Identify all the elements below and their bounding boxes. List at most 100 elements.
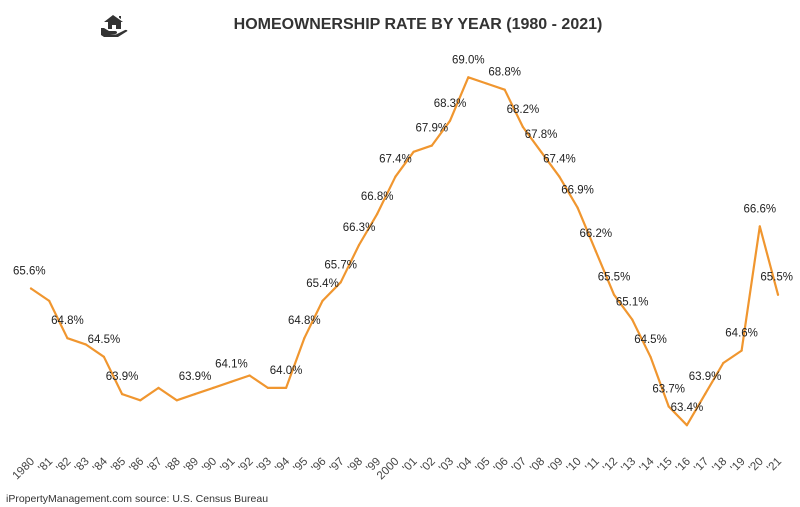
x-tick-label-1996: '96	[310, 456, 329, 475]
data-point-2006	[503, 88, 506, 91]
x-tick-label-1987: '87	[146, 456, 165, 475]
data-point-1990	[212, 386, 215, 389]
data-point-2000	[394, 175, 397, 178]
data-point-1987	[157, 386, 160, 389]
x-tick-label-1992: '92	[237, 456, 256, 475]
data-point-1997	[339, 281, 342, 284]
data-label-2015: 63.7%	[652, 384, 685, 396]
x-tick-label-2006: '06	[492, 456, 511, 475]
data-point-2017	[704, 393, 707, 396]
x-tick-label-2013: '13	[619, 456, 638, 475]
x-tick-label-2017: '17	[692, 456, 711, 475]
x-tick-label-1985: '85	[109, 456, 128, 475]
data-point-1992	[248, 374, 251, 377]
data-label-1995: 64.8%	[288, 315, 321, 327]
data-point-1996	[321, 299, 324, 302]
data-label-1999: 66.8%	[361, 191, 394, 203]
data-point-2007	[521, 125, 525, 129]
data-point-2021	[776, 293, 780, 296]
data-label-2019: 64.6%	[725, 328, 758, 340]
data-label-2012: 65.5%	[598, 272, 631, 284]
data-label-2014: 64.5%	[634, 334, 667, 346]
data-label-2003: 68.3%	[434, 98, 467, 110]
data-point-2008	[540, 150, 543, 153]
data-point-2018	[722, 361, 725, 365]
x-tick-label-1984: '84	[91, 455, 111, 475]
data-point-2011	[594, 250, 597, 253]
x-tick-label-2003: '03	[437, 456, 456, 475]
data-label-2011: 66.2%	[579, 228, 612, 240]
data-point-2013	[631, 318, 634, 321]
data-label-1984: 64.5%	[88, 334, 121, 346]
x-tick-label-2016: '16	[674, 456, 693, 475]
x-tick-label-2000: 2000	[375, 456, 402, 483]
data-label-2004: 69.0%	[452, 54, 485, 66]
x-tick-label-1983: '83	[73, 456, 92, 475]
x-tick-label-1988: '88	[164, 456, 183, 475]
x-tick-label-2011: '11	[583, 456, 601, 474]
x-tick-label-2010: '10	[565, 456, 584, 475]
data-label-1997: 65.7%	[324, 259, 357, 271]
data-label-2009: 67.4%	[543, 154, 576, 166]
data-label-1996: 65.4%	[306, 278, 339, 290]
data-point-2020	[758, 225, 761, 228]
data-label-2007: 68.2%	[507, 104, 540, 116]
data-label-2010: 66.9%	[561, 185, 594, 197]
data-label-1991: 64.1%	[215, 359, 248, 371]
hand-shape	[101, 28, 128, 37]
data-point-2001	[412, 150, 415, 153]
data-point-2002	[430, 144, 433, 147]
data-points	[29, 76, 780, 427]
data-point-1991	[230, 380, 233, 383]
x-tick-label-1995: '95	[291, 456, 310, 475]
x-tick-label-2007: '07	[510, 456, 529, 475]
data-point-1994	[285, 386, 288, 389]
data-label-2021: 65.5%	[760, 272, 793, 284]
data-point-1983	[84, 343, 87, 346]
data-point-1998	[357, 243, 361, 247]
data-point-1993	[266, 386, 269, 389]
x-tick-label-2021: '21	[765, 456, 784, 475]
data-label-2002: 67.9%	[415, 123, 448, 135]
x-tick-label-1981: '81	[36, 456, 55, 475]
data-point-1984	[102, 355, 105, 358]
data-point-2016	[685, 424, 689, 427]
x-tick-label-2019: '19	[729, 456, 748, 475]
data-label-2017: 63.9%	[689, 371, 722, 383]
data-label-2013: 65.1%	[616, 297, 649, 309]
x-tick-label-1986: '86	[127, 456, 146, 475]
data-label-1985: 63.9%	[106, 371, 139, 383]
data-label-2000: 67.4%	[379, 154, 412, 166]
data-point-1982	[66, 337, 69, 340]
x-tick-label-2005: '05	[474, 456, 493, 475]
x-tick-label-1998: '98	[346, 456, 365, 475]
x-tick-label-1982: '82	[54, 456, 73, 475]
x-tick-label-1991: '91	[218, 456, 237, 475]
x-tick-label-2018: '18	[710, 456, 729, 475]
data-point-1995	[303, 337, 306, 340]
data-point-1986	[139, 399, 142, 402]
logo	[101, 15, 128, 37]
x-tick-label-2008: '08	[528, 456, 547, 475]
data-point-2015	[667, 405, 670, 408]
x-tick-label-2001: '01	[401, 456, 420, 475]
data-label-2016: 63.4%	[671, 402, 704, 414]
data-point-2019	[740, 349, 743, 352]
data-label-1994: 64.0%	[270, 365, 303, 377]
x-tick-label-2015: '15	[656, 456, 675, 475]
data-point-2009	[558, 175, 561, 178]
x-tick-label-2004: '04	[455, 455, 475, 475]
x-tick-label-2020: '20	[747, 456, 766, 475]
data-label-1989: 63.9%	[179, 371, 212, 383]
x-tick-label-2014: '14	[638, 455, 658, 475]
data-point-1999	[376, 212, 379, 215]
x-tick-label-1980: 1980	[11, 456, 38, 483]
data-label-2020: 66.6%	[743, 203, 776, 215]
house-in-hand-icon	[104, 15, 123, 29]
data-point-2003	[448, 119, 452, 122]
x-tick-label-2002: '02	[419, 456, 438, 475]
data-label-1982: 64.8%	[51, 315, 84, 327]
data-label-1998: 66.3%	[343, 222, 376, 234]
x-tick-label-1990: '90	[200, 456, 219, 475]
